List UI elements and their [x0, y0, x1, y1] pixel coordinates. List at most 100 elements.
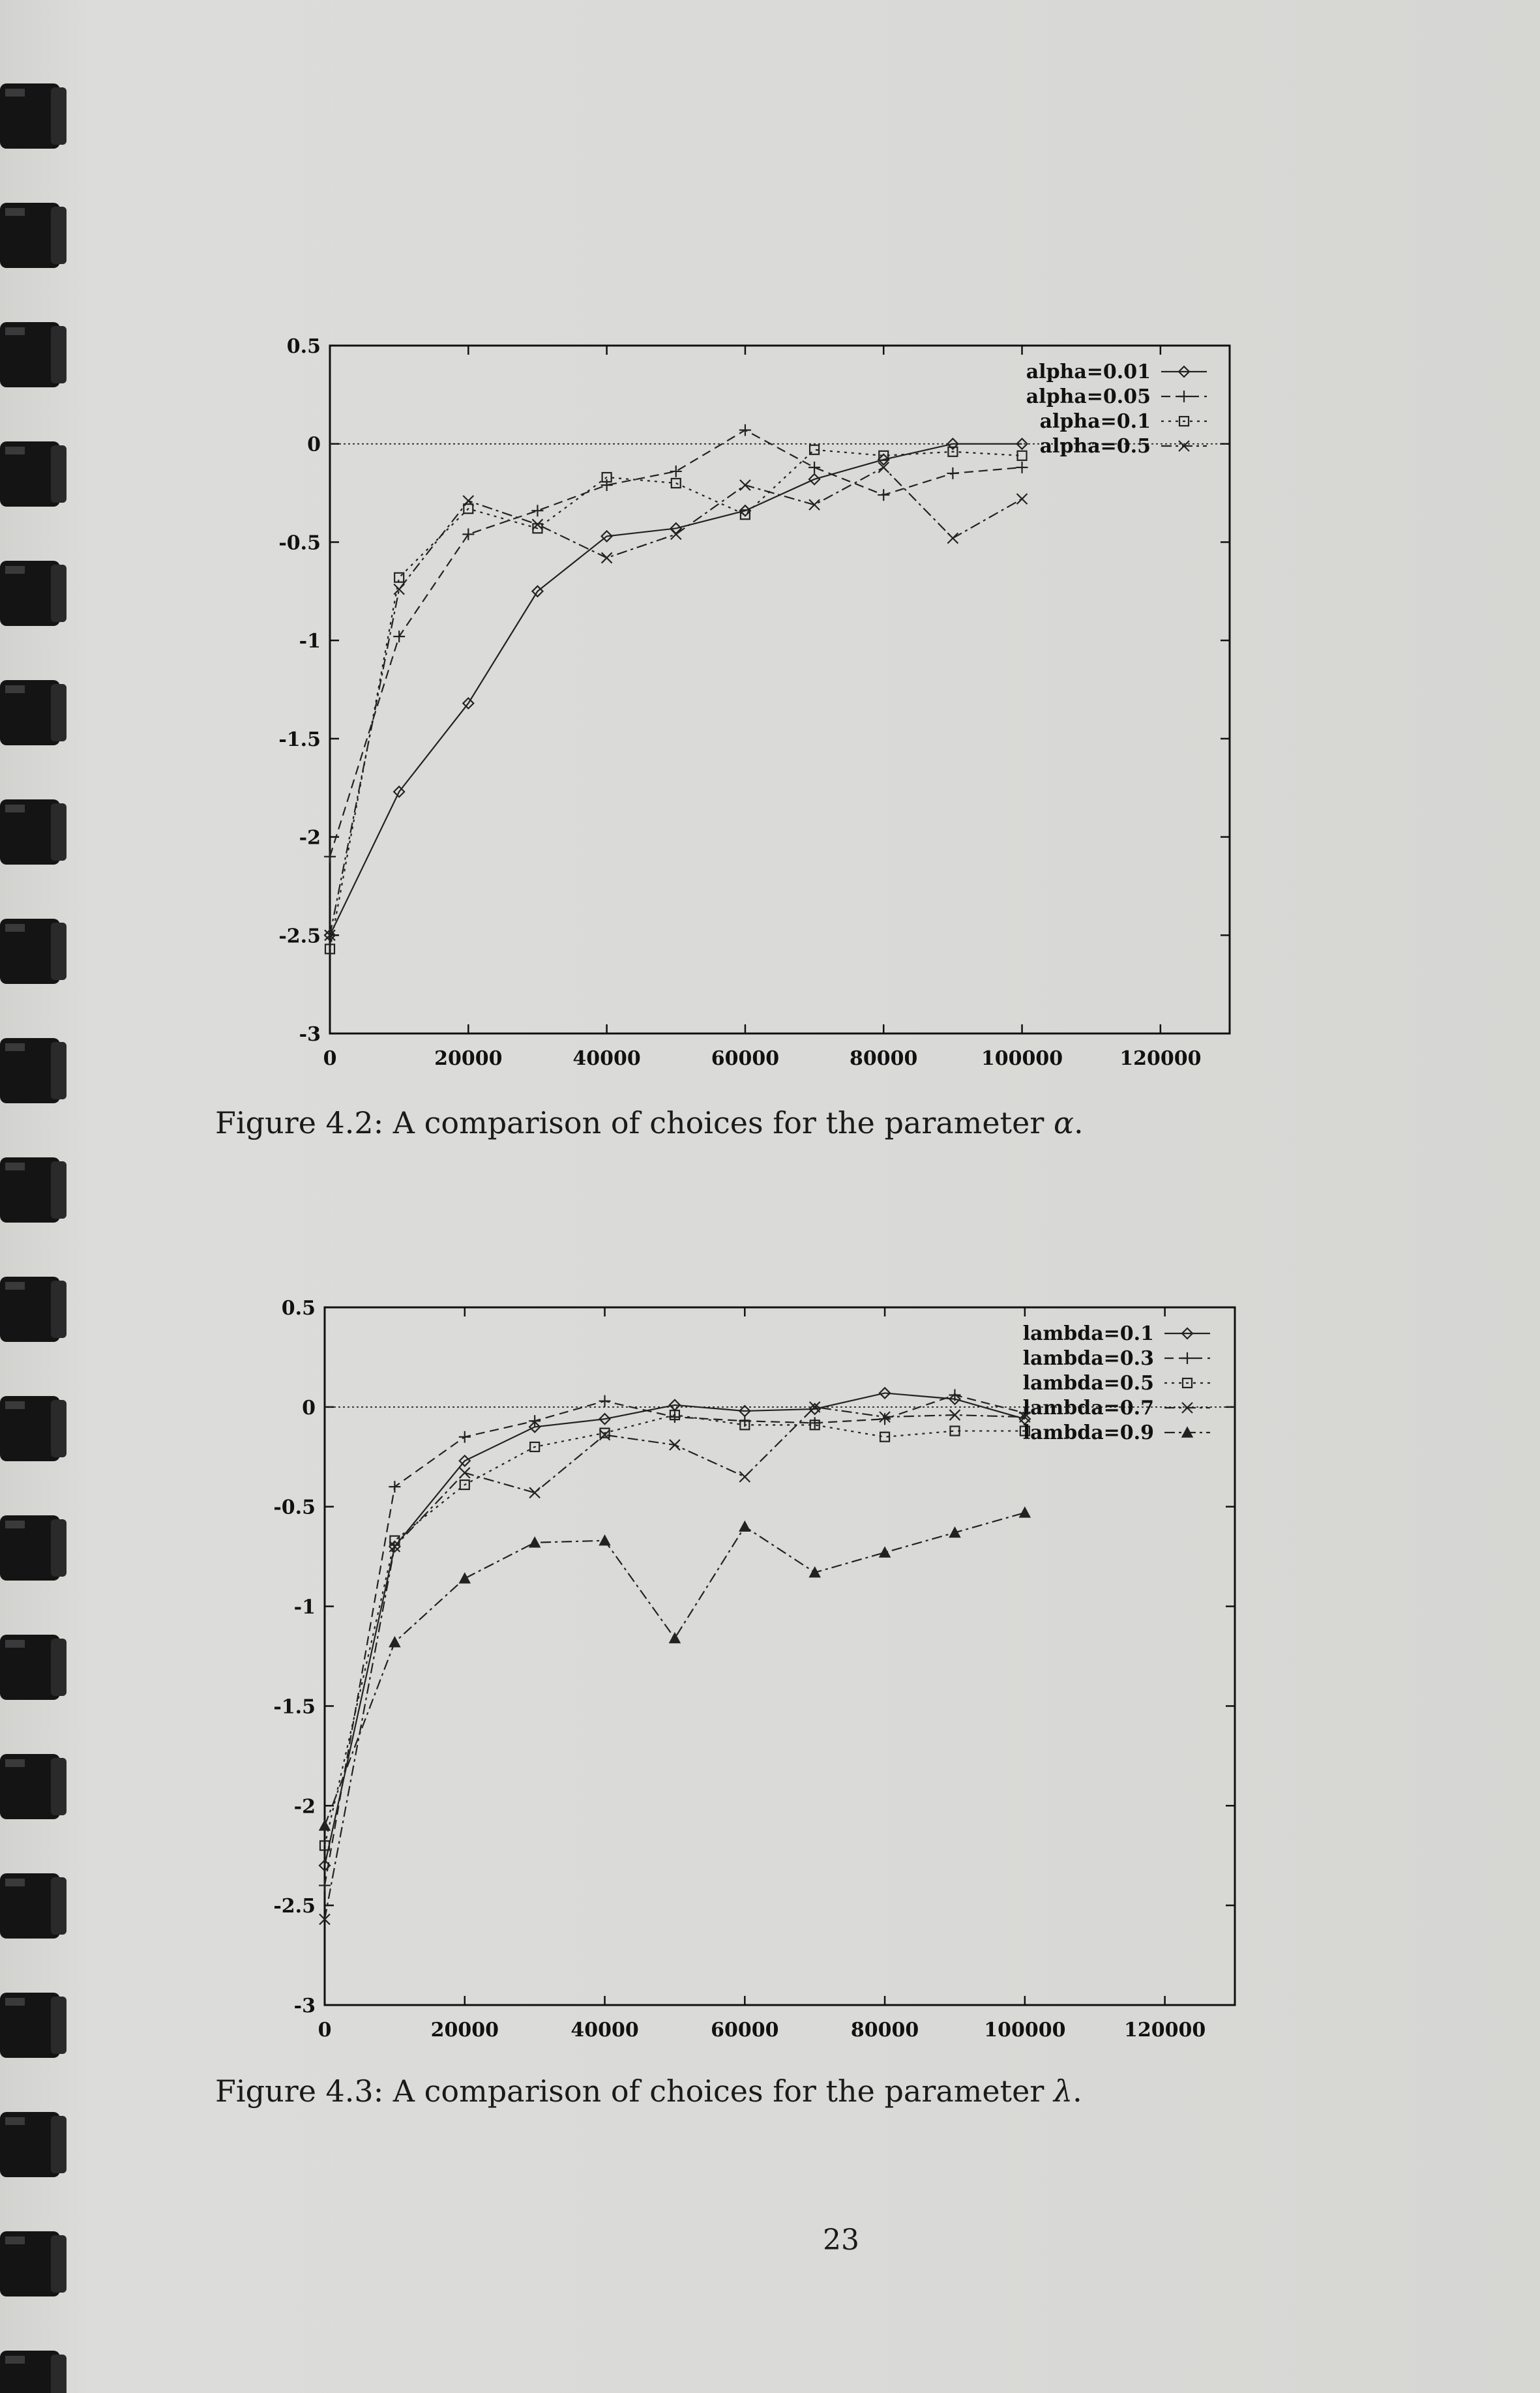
binding-loop: [0, 322, 67, 387]
x-tick-label: 120000: [1119, 1047, 1201, 1070]
data-point: [324, 944, 336, 955]
data-point: [459, 1479, 470, 1491]
legend-marker: [1181, 1377, 1193, 1389]
data-point: [878, 450, 889, 461]
binding-loop: [0, 2351, 67, 2393]
binding-loop: [0, 441, 67, 507]
data-point: [529, 1487, 540, 1499]
binding-loop: [0, 2231, 67, 2296]
data-point: [877, 453, 890, 466]
legend-marker: [1181, 1327, 1194, 1340]
series-alpha=0.05: [324, 424, 1028, 863]
data-point: [879, 1431, 891, 1442]
data-point: [392, 785, 406, 798]
figure-4-3-caption-end: .: [1073, 2073, 1082, 2109]
binding-loop: [0, 1277, 67, 1342]
data-point: [947, 532, 959, 544]
data-point: [319, 1840, 331, 1851]
data-point: [389, 1541, 401, 1553]
data-point: [878, 489, 890, 501]
data-point: [878, 1546, 891, 1558]
data-point: [808, 1401, 821, 1413]
y-tick-label: -1.5: [273, 1695, 316, 1718]
figure-4-2-caption: Figure 4.2: A comparison of choices for …: [215, 1105, 1084, 1140]
data-point: [949, 1425, 960, 1436]
legend: lambda=0.1lambda=0.3lambda=0.5lambda=0.7…: [1023, 1322, 1210, 1444]
data-point: [531, 505, 544, 517]
data-point: [389, 1535, 400, 1546]
figure-4-3-caption: Figure 4.3: A comparison of choices for …: [215, 2073, 1082, 2109]
x-tick-label: 0: [323, 1047, 337, 1070]
legend-marker: [1181, 1352, 1193, 1364]
data-point: [739, 1471, 751, 1483]
series-lambda=0.1: [318, 1386, 1031, 1872]
figure-4-3-chart: 0.5 0 -0.5 -1 -1.5 -2 -2.5 -3 0 20000 40000 60000 80…: [254, 1278, 1252, 2047]
binding-loop: [0, 203, 67, 268]
data-point: [808, 1403, 822, 1416]
legend-label: lambda=0.7: [1023, 1397, 1154, 1419]
data-point: [1018, 1412, 1031, 1425]
figure-4-2-caption-text: Figure 4.2: A comparison of choices for …: [215, 1105, 1054, 1140]
series-alpha=0.5: [324, 462, 1028, 942]
series-line: [329, 449, 1022, 949]
legend-label: lambda=0.9: [1023, 1421, 1154, 1444]
series-lambda=0.7: [319, 1401, 1031, 1925]
data-point: [1015, 438, 1029, 451]
data-point: [393, 631, 406, 643]
y-tick-label: -1.5: [278, 728, 321, 751]
data-point: [1018, 1506, 1031, 1518]
y-tick-label: -2.5: [273, 1895, 316, 1918]
binding-loop: [0, 561, 67, 626]
data-point: [529, 1441, 540, 1453]
binding-loop: [0, 1754, 67, 1819]
y-tick-label: -2: [299, 827, 321, 850]
series-lambda=0.3: [319, 1389, 1031, 1892]
y-tick-label: -0.5: [273, 1496, 316, 1519]
x-tick-label: 20000: [434, 1047, 502, 1070]
data-point: [528, 1536, 541, 1548]
x-tick-label: 80000: [850, 1047, 917, 1070]
data-point: [808, 499, 820, 511]
legend-marker: [1181, 1402, 1193, 1414]
legend-marker: [1178, 391, 1190, 402]
figure-4-3-caption-text: Figure 4.3: A comparison of choices for …: [215, 2073, 1054, 2109]
data-point: [739, 504, 752, 517]
x-tick-label: 120000: [1124, 2019, 1206, 2042]
series-alpha=0.01: [323, 438, 1029, 942]
data-point: [809, 1419, 820, 1431]
data-point: [598, 1412, 612, 1425]
legend-marker: [1181, 1426, 1194, 1438]
series-line: [323, 1406, 1025, 1920]
plot-frame: [329, 344, 1231, 1035]
data-point: [318, 1819, 331, 1831]
legend-marker: [1178, 440, 1190, 452]
data-point: [458, 1572, 471, 1584]
page-number: 23: [823, 2223, 859, 2257]
data-point: [1016, 493, 1028, 505]
data-point: [599, 1427, 610, 1438]
y-tick-label: -0.5: [278, 531, 321, 554]
data-point: [324, 850, 336, 863]
data-point: [878, 1386, 891, 1400]
binding-loop: [0, 799, 67, 865]
data-point: [394, 572, 405, 583]
data-point: [669, 1409, 681, 1421]
legend-label: lambda=0.5: [1023, 1372, 1154, 1395]
data-point: [948, 1393, 962, 1406]
series-lambda=0.5: [319, 1409, 1030, 1851]
data-point: [599, 1429, 611, 1441]
data-point: [949, 1389, 961, 1401]
y-tick-label: -3: [299, 1023, 321, 1046]
x-tick-label: 80000: [851, 2019, 919, 2042]
data-point: [669, 1439, 681, 1451]
legend-label: lambda=0.1: [1023, 1322, 1154, 1345]
data-point: [879, 1413, 891, 1425]
plot-frame: [323, 1306, 1236, 2006]
data-point: [319, 1913, 331, 1925]
series-line: [323, 1511, 1026, 1826]
data-point: [600, 552, 613, 564]
binding-loop: [0, 1873, 67, 1939]
binding-loop: [0, 680, 67, 745]
legend-label: lambda=0.3: [1023, 1347, 1154, 1370]
